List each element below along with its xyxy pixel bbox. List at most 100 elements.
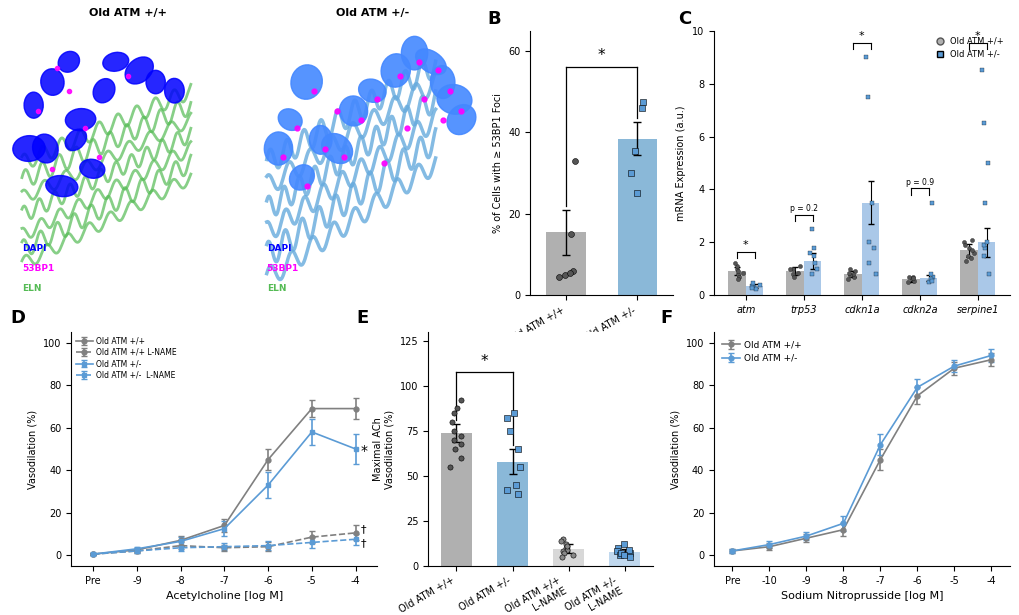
- Point: [498, 485, 515, 495]
- Point: [904, 273, 920, 283]
- Text: *: *: [597, 49, 605, 63]
- Point: [751, 280, 767, 290]
- Point: [564, 550, 580, 560]
- Point: [622, 169, 638, 178]
- Point: [565, 266, 581, 276]
- Ellipse shape: [264, 132, 292, 165]
- Point: [806, 258, 822, 268]
- Point: [612, 549, 629, 558]
- Text: *: *: [743, 240, 748, 250]
- Point: [860, 237, 876, 247]
- Title: Old ATM +/-: Old ATM +/-: [335, 7, 409, 18]
- Point: [956, 240, 972, 250]
- Point: [976, 198, 993, 208]
- Point: [921, 274, 937, 284]
- Point: [922, 198, 938, 208]
- Point: [957, 256, 973, 266]
- Y-axis label: Vasodilation (%): Vasodilation (%): [28, 410, 38, 488]
- Bar: [440, 433, 472, 566]
- Ellipse shape: [125, 57, 153, 84]
- Point: [441, 462, 458, 472]
- Point: [729, 264, 745, 274]
- Point: [615, 550, 632, 560]
- Point: [621, 552, 637, 561]
- Ellipse shape: [65, 129, 87, 151]
- Text: p = 0.9: p = 0.9: [905, 178, 933, 187]
- Point: [743, 281, 759, 291]
- Point: [557, 539, 574, 549]
- Y-axis label: Maximal ACh
Vasodilation (%): Maximal ACh Vasodilation (%): [373, 410, 394, 488]
- Ellipse shape: [79, 159, 105, 178]
- Ellipse shape: [58, 52, 79, 72]
- Ellipse shape: [41, 69, 64, 95]
- Point: [446, 444, 463, 454]
- Point: [900, 272, 916, 282]
- Point: [510, 444, 526, 454]
- Point: [556, 270, 573, 280]
- Point: [745, 279, 761, 288]
- Point: [803, 269, 819, 279]
- Point: [792, 261, 808, 271]
- Point: [730, 272, 746, 282]
- Point: [501, 426, 518, 436]
- Ellipse shape: [436, 84, 472, 114]
- Point: [974, 251, 990, 261]
- Point: [558, 545, 575, 555]
- Text: F: F: [660, 309, 673, 327]
- Point: [955, 237, 971, 247]
- Legend: Old ATM +/+, Old ATM +/+ L-NAME, Old ATM +/-, Old ATM +/-  L-NAME: Old ATM +/+, Old ATM +/+ L-NAME, Old ATM…: [75, 336, 177, 380]
- Text: B: B: [487, 10, 500, 28]
- Point: [512, 462, 528, 472]
- X-axis label: Acetylcholine [log M]: Acetylcholine [log M]: [166, 591, 282, 601]
- Text: E: E: [357, 309, 369, 327]
- Ellipse shape: [290, 65, 322, 99]
- Point: [785, 269, 801, 279]
- Text: *: *: [361, 444, 368, 458]
- Point: [445, 435, 462, 445]
- Ellipse shape: [65, 109, 96, 130]
- Point: [448, 403, 465, 413]
- Text: 53BP1: 53BP1: [267, 264, 299, 273]
- Text: ELN: ELN: [22, 284, 42, 293]
- Point: [965, 248, 981, 258]
- Bar: [844, 274, 861, 295]
- Point: [899, 277, 915, 287]
- Point: [451, 438, 468, 448]
- Y-axis label: % of Cells with ≥ 53BP1 Foci: % of Cells with ≥ 53BP1 Foci: [492, 93, 502, 233]
- Point: [840, 274, 856, 284]
- Point: [805, 243, 821, 253]
- Point: [729, 266, 745, 276]
- Point: [552, 536, 569, 546]
- Point: [867, 269, 883, 279]
- Point: [808, 264, 824, 274]
- Text: *: *: [974, 31, 979, 41]
- Point: [615, 539, 632, 549]
- Point: [627, 146, 643, 156]
- Point: [840, 268, 856, 277]
- Text: †: †: [361, 524, 366, 534]
- Point: [562, 229, 579, 239]
- Point: [608, 547, 625, 557]
- Ellipse shape: [93, 79, 115, 103]
- Point: [784, 264, 800, 274]
- Bar: [861, 203, 878, 295]
- Point: [863, 198, 879, 208]
- Point: [860, 258, 876, 268]
- Point: [726, 258, 742, 268]
- Point: [747, 284, 763, 293]
- Point: [857, 52, 873, 62]
- Point: [922, 269, 938, 279]
- Ellipse shape: [278, 109, 302, 130]
- Ellipse shape: [309, 125, 332, 154]
- Text: C: C: [678, 10, 691, 28]
- Ellipse shape: [446, 105, 476, 135]
- Text: D: D: [10, 309, 25, 327]
- Point: [446, 408, 463, 418]
- Y-axis label: mRNA Expression (a.u.): mRNA Expression (a.u.): [676, 105, 686, 221]
- Bar: [902, 279, 919, 295]
- Point: [744, 283, 760, 293]
- Point: [859, 92, 875, 101]
- Ellipse shape: [381, 54, 410, 87]
- Point: [729, 269, 745, 279]
- Ellipse shape: [289, 165, 314, 190]
